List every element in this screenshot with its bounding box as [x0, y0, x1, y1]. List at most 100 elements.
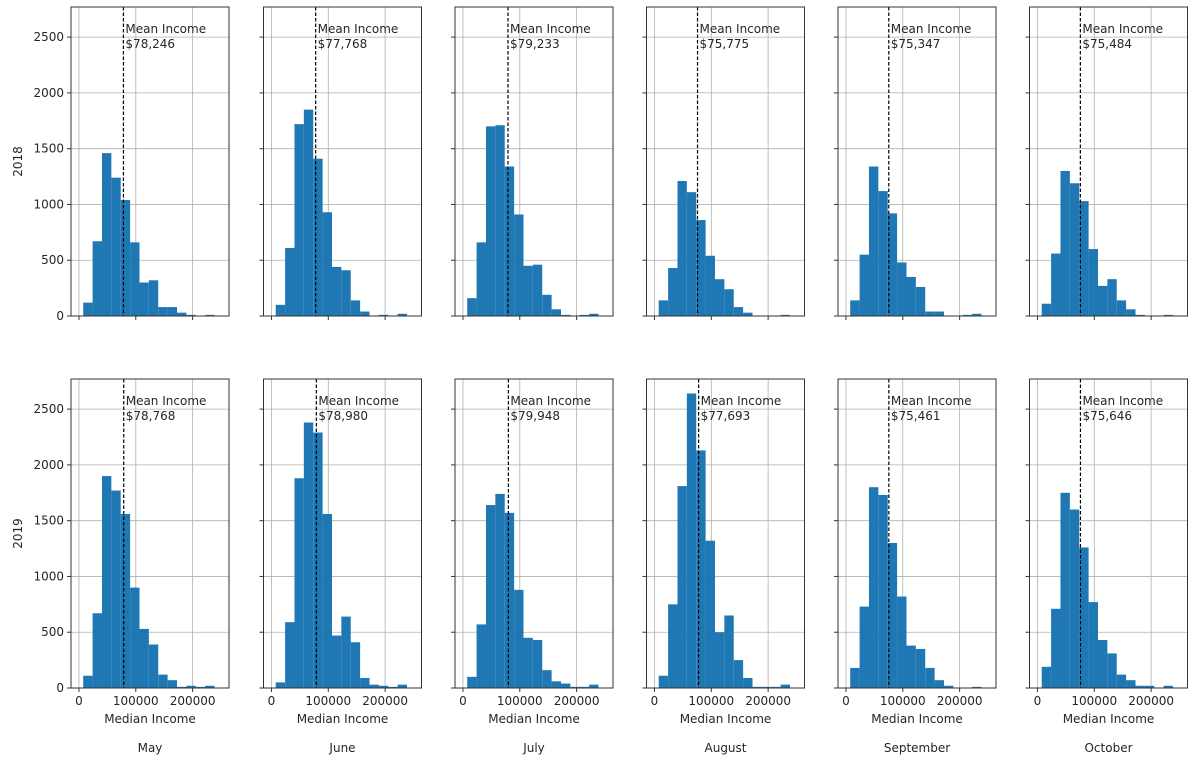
mean-annotation-value: $77,693	[701, 409, 751, 423]
histogram-bar	[897, 262, 907, 316]
histogram-bar	[397, 313, 408, 316]
mean-annotation-value: $75,347	[891, 37, 941, 51]
histogram-bar	[677, 486, 687, 688]
histogram-bar	[378, 314, 389, 316]
row-label: 2018	[11, 146, 25, 177]
histogram-bar	[313, 158, 323, 316]
x-tick-label: 0	[651, 694, 659, 708]
histogram-bar	[579, 686, 590, 688]
histogram-bar	[83, 302, 93, 316]
mean-annotation-value: $77,768	[318, 37, 368, 51]
x-tick-label: 100000	[305, 694, 351, 708]
histogram-bar	[542, 294, 552, 316]
column-title: June	[328, 741, 355, 755]
histogram-bar	[934, 680, 944, 688]
histogram-bar	[495, 125, 505, 317]
histogram-bar	[733, 660, 744, 688]
x-tick-label: 200000	[170, 694, 216, 708]
y-tick-label: 2000	[33, 86, 64, 100]
histogram-bar	[1069, 509, 1080, 688]
axes-frame	[70, 378, 230, 689]
x-tick-label: 0	[459, 694, 467, 708]
axes-frame	[837, 6, 997, 317]
histogram-bar	[714, 279, 725, 316]
axes-frame	[1029, 6, 1188, 317]
histogram-bar	[1163, 314, 1174, 316]
y-tick-label: 2500	[33, 30, 64, 44]
histogram-bar	[962, 314, 973, 316]
histogram-bar	[378, 685, 389, 688]
histogram-bar	[313, 432, 323, 688]
histogram-bar	[560, 683, 571, 688]
histogram-bar	[523, 637, 533, 688]
histogram-bar	[148, 644, 159, 688]
histogram-bar	[850, 300, 860, 316]
histogram-bar	[360, 311, 370, 316]
histogram-bar	[148, 280, 159, 316]
histogram-bar	[139, 282, 149, 316]
histogram-bar	[1079, 201, 1089, 316]
axes-frame	[1029, 378, 1188, 689]
x-axis-label: Median Income	[297, 712, 389, 726]
mean-annotation-label: Mean Income	[1082, 394, 1163, 408]
axes-frame	[454, 6, 614, 317]
x-axis-label: Median Income	[1063, 712, 1155, 726]
histogram-bar	[341, 616, 351, 688]
histogram-bar	[186, 314, 196, 316]
histogram-bar	[195, 686, 206, 688]
histogram-bar	[915, 648, 926, 688]
histogram-bar	[1107, 653, 1117, 688]
histogram-bar	[677, 181, 687, 316]
histogram-bar	[724, 289, 734, 316]
histogram-bar	[696, 220, 706, 316]
histogram-bar	[130, 242, 140, 316]
histogram-bar	[551, 309, 561, 316]
histogram-bar	[285, 247, 295, 316]
histogram-bar	[514, 214, 524, 316]
histogram-bar	[111, 490, 121, 688]
histogram-bar	[360, 677, 370, 688]
histogram-bar	[176, 312, 187, 316]
histogram-bar	[859, 254, 869, 316]
histogram-bar	[532, 640, 543, 688]
histogram-bar	[733, 307, 744, 316]
histogram-bar	[934, 311, 944, 316]
x-tick-label: 200000	[937, 694, 983, 708]
column-title: October	[1084, 741, 1132, 755]
histogram-bar	[868, 166, 879, 316]
histogram-bar	[331, 635, 342, 688]
x-tick-label: 100000	[497, 694, 543, 708]
histogram-bar	[476, 624, 486, 688]
histogram-bar	[322, 212, 332, 316]
histogram-bar	[205, 314, 215, 316]
histogram-bar	[780, 684, 791, 688]
histogram-bar	[120, 199, 131, 316]
histogram-bar	[878, 191, 888, 316]
histogram-bar	[1051, 253, 1061, 316]
histogram-bar	[906, 645, 916, 688]
mean-annotation-label: Mean Income	[126, 394, 207, 408]
mean-annotation-label: Mean Income	[700, 22, 781, 36]
mean-annotation-value: $75,646	[1082, 409, 1132, 423]
x-tick-label: 200000	[554, 694, 600, 708]
x-axis-label: Median Income	[871, 712, 963, 726]
histogram-bar	[92, 241, 102, 316]
mean-annotation-label: Mean Income	[318, 394, 399, 408]
histogram-bar	[1060, 170, 1070, 316]
histogram-bar	[743, 312, 753, 316]
histogram-bar	[743, 677, 753, 688]
x-tick-label: 0	[1034, 694, 1042, 708]
histogram-bar	[369, 684, 379, 688]
axes-frame	[646, 378, 805, 689]
histogram-bar	[467, 298, 477, 316]
histogram-bar	[139, 628, 149, 688]
mean-annotation-value: $78,246	[125, 37, 175, 51]
y-tick-label: 1500	[33, 142, 64, 156]
histogram-bar	[275, 682, 286, 688]
histogram-bar	[589, 684, 599, 688]
y-tick-label: 500	[41, 625, 64, 639]
y-tick-label: 0	[56, 681, 64, 695]
histogram-bar	[915, 286, 926, 316]
column-title: September	[884, 741, 950, 755]
histogram-bar	[167, 307, 177, 316]
